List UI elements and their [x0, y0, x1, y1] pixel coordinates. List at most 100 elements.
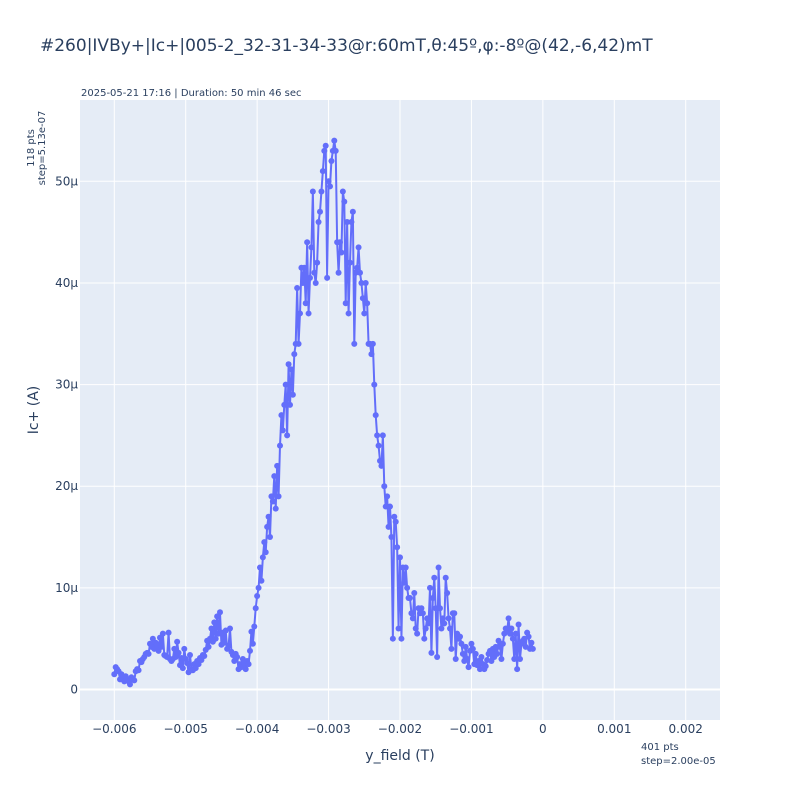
x-tick-label: −0.002 [378, 722, 422, 736]
data-point [258, 577, 265, 584]
data-point [452, 656, 459, 663]
data-point [278, 412, 285, 419]
data-point [205, 643, 212, 650]
data-point [421, 635, 428, 642]
data-point [442, 574, 449, 581]
data-point [364, 300, 371, 307]
x-tick-label: 0.002 [669, 722, 703, 736]
data-point [175, 649, 182, 656]
data-point [509, 635, 516, 642]
data-point [389, 635, 396, 642]
data-point [131, 677, 138, 684]
data-point [268, 493, 275, 500]
data-point [369, 340, 376, 347]
data-point [274, 462, 281, 469]
data-point [171, 645, 178, 652]
data-point [262, 549, 269, 556]
x-tick-label: −0.001 [449, 722, 493, 736]
data-point [529, 645, 536, 652]
data-point [434, 653, 441, 660]
data-point [257, 564, 263, 571]
data-point [435, 564, 442, 571]
data-point [279, 427, 286, 434]
data-point [221, 639, 228, 646]
data-point [247, 647, 253, 654]
data-point [249, 640, 256, 647]
data-point [451, 610, 458, 617]
x-tick-labels: −0.006 −0.005 −0.004 −0.003 −0.002 −0.001 0 0.0… [92, 722, 703, 736]
data-point [264, 523, 271, 530]
data-point [351, 340, 358, 347]
left-note: 118 pts step=5.13e-07 [26, 111, 48, 186]
data-point [424, 615, 431, 622]
data-point [409, 615, 416, 622]
data-point [418, 605, 425, 612]
data-point [377, 457, 383, 464]
data-point [447, 625, 453, 632]
data-point [234, 653, 241, 660]
data-point [465, 664, 472, 671]
data-point [355, 244, 362, 251]
x-tick-label: −0.005 [164, 722, 208, 736]
left-note-step: step=5.13e-07 [37, 111, 48, 186]
data-point [528, 639, 535, 646]
data-point [498, 656, 505, 663]
data-point [227, 625, 233, 632]
chart-title: #260|IVBy+|Ic+|005-2_32-31-34-33@r:60mT,… [40, 36, 653, 56]
x-tick-label: −0.003 [306, 722, 350, 736]
data-point [358, 279, 365, 286]
data-point [428, 649, 435, 656]
data-point [135, 667, 142, 674]
data-point [514, 666, 521, 673]
data-point [181, 645, 188, 652]
data-point [457, 633, 463, 640]
data-point [382, 503, 389, 510]
data-point [441, 620, 448, 627]
data-point [412, 625, 419, 632]
data-point [384, 493, 391, 500]
data-point [331, 137, 338, 144]
data-point [284, 432, 291, 439]
data-point [179, 665, 186, 672]
data-point [297, 310, 303, 317]
data-point [361, 310, 368, 317]
data-point [327, 183, 333, 190]
data-point [477, 666, 483, 673]
data-point [354, 264, 361, 271]
data-point [277, 442, 283, 449]
y-tick-label: 50μ [55, 174, 78, 188]
data-point [325, 178, 332, 185]
data-point [525, 633, 532, 640]
data-point [512, 630, 519, 637]
data-point [388, 534, 395, 541]
data-point [294, 285, 301, 292]
data-point [282, 381, 289, 388]
data-point [414, 630, 421, 637]
data-point [307, 274, 313, 281]
y-tick-label: 10μ [55, 581, 78, 595]
data-point [285, 361, 292, 368]
data-point [295, 340, 302, 347]
data-point [378, 462, 385, 469]
data-point [395, 625, 402, 632]
data-point [352, 269, 359, 276]
data-point [165, 629, 172, 636]
data-point [472, 650, 479, 657]
data-point [328, 157, 335, 164]
data-point [281, 401, 288, 408]
data-point [469, 645, 476, 652]
data-point [482, 663, 489, 670]
data-point [425, 620, 432, 627]
data-point [302, 300, 309, 307]
data-point [337, 239, 343, 246]
data-point [309, 188, 316, 195]
data-point [127, 681, 133, 688]
y-tick-label: 40μ [55, 276, 78, 290]
data-point [448, 645, 455, 652]
data-point [407, 595, 413, 602]
data-point [342, 300, 349, 307]
data-point [341, 198, 348, 205]
chart-subtitle: 2025-05-21 17:16 | Duration: 50 min 46 s… [81, 88, 302, 99]
data-point [252, 605, 259, 612]
data-point [332, 147, 339, 154]
